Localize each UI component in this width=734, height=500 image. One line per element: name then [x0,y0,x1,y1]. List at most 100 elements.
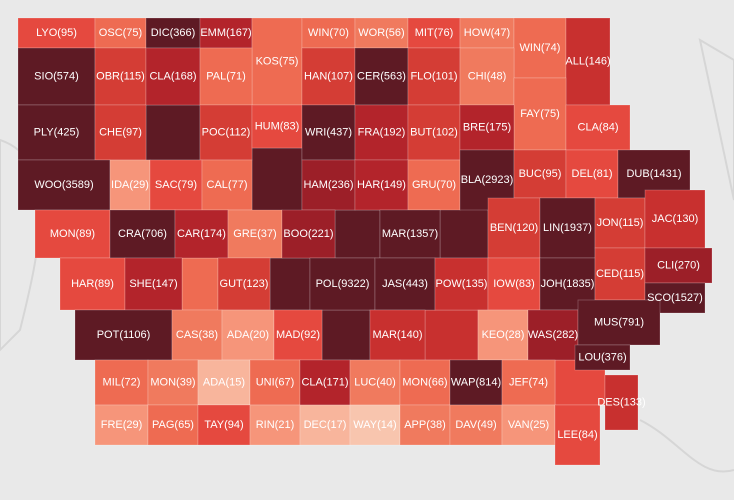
county-label: CRA(706) [118,228,167,240]
county [349,359,401,406]
county [513,149,567,199]
county-label: LOU(376) [578,351,626,363]
county [74,309,173,361]
county [565,17,611,106]
county-shape [269,257,311,311]
county [594,197,646,249]
county [487,197,541,259]
county-label: KOS(75) [256,55,299,67]
county [513,17,567,79]
county-label: MAR(1357) [382,228,438,240]
county-label: CLA(168) [149,70,196,82]
county [644,189,706,249]
county-shape [181,257,219,311]
county-label: LIN(1937) [543,222,592,234]
county-label: PAL(71) [206,70,246,82]
county-label: SCO(1527) [647,292,703,304]
county-label: CAL(77) [207,179,248,191]
county [281,209,336,259]
county [197,359,251,406]
county-label: CLA(171) [301,376,348,388]
county-label: CAR(174) [177,228,226,240]
county-label: BOO(221) [283,228,333,240]
county-label: ALL(146) [565,55,610,67]
county [94,404,149,446]
county [644,247,713,284]
county-label: IDA(29) [111,179,149,191]
county-label: JEF(74) [509,376,548,388]
county [349,404,401,446]
county-label: WRI(437) [305,126,352,138]
county-label: VAN(25) [508,419,549,431]
county-label: OBR(115) [96,70,145,82]
county [501,404,556,446]
county-label: BUC(95) [519,168,562,180]
county-label: WAY(14) [353,419,396,431]
county [59,257,126,311]
county [301,47,356,106]
county-label: RIN(21) [256,419,295,431]
county-label: GRU(70) [412,179,456,191]
county [251,104,303,149]
county-label: SIO(574) [34,70,79,82]
county [94,104,147,161]
county [449,359,503,406]
county-label: DEL(81) [572,168,613,180]
county [299,404,351,446]
county-label: DUB(1431) [626,168,681,180]
county [17,104,96,161]
county-label: APP(38) [404,419,446,431]
county-label: EMM(167) [200,27,251,39]
county-label: JON(115) [597,217,644,229]
county [379,209,441,259]
county [171,309,223,361]
county-label: MUS(791) [594,316,644,328]
county [145,17,201,49]
county [407,47,461,106]
county-label: MAR(140) [372,329,422,341]
county [217,257,271,311]
county-label: PLY(425) [34,126,80,138]
county [124,257,183,311]
county [577,299,661,346]
county-label: BRE(175) [463,121,511,133]
county-label: WAS(282) [528,329,578,341]
county-label: LUC(40) [354,376,396,388]
county-label: PAG(65) [152,419,194,431]
county-label: DIC(366) [151,27,196,39]
county [197,404,251,446]
county-label: HAR(149) [357,179,406,191]
county-shape [321,309,371,361]
county-label: CLI(270) [657,259,700,271]
county [399,359,451,406]
county-label: HOW(47) [464,27,510,39]
county-label: MON(89) [50,228,95,240]
county-label: ADA(15) [203,376,245,388]
county-label: HAM(236) [303,179,353,191]
county [407,159,461,211]
county-label: GUT(123) [220,278,269,290]
county [434,257,489,311]
county-label: SHE(147) [129,278,177,290]
county [94,17,147,49]
county-label: POW(135) [436,278,488,290]
county-label: BLA(2923) [461,174,514,186]
county-label: IOW(83) [493,278,535,290]
county-label: BEN(120) [490,222,538,234]
county-label: FRA(192) [358,126,406,138]
county-label: WIN(74) [520,42,561,54]
county-label: DEC(17) [304,419,347,431]
county [399,404,451,446]
county-label: CAS(38) [176,329,218,341]
county-label: KEO(28) [482,329,525,341]
county [459,104,515,151]
county-label: LEE(84) [557,429,597,441]
county-label: CHE(97) [99,126,142,138]
county [34,209,111,259]
county [249,359,301,406]
county [487,257,541,311]
county [407,17,461,49]
county-label: MIT(76) [415,27,454,39]
county-label: OSC(75) [99,27,142,39]
